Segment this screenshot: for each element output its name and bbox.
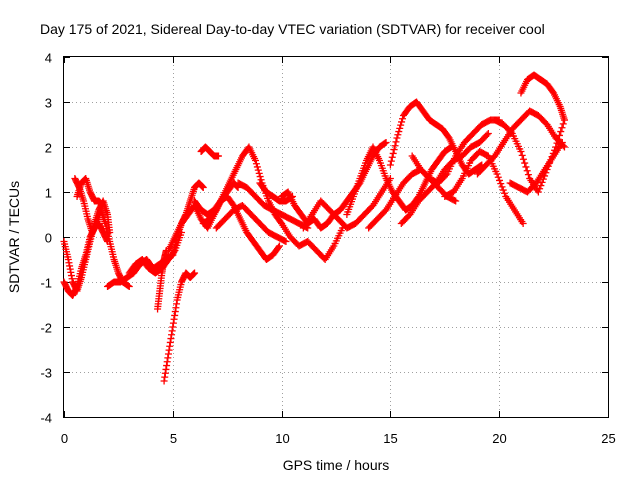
data-point bbox=[493, 170, 501, 178]
data-series-track-26 bbox=[473, 107, 568, 178]
x-tick-label: 15 bbox=[383, 431, 397, 446]
data-point bbox=[255, 169, 263, 177]
data-point bbox=[523, 167, 531, 175]
data-point bbox=[391, 142, 399, 150]
data-point bbox=[282, 238, 290, 245]
data-point bbox=[536, 185, 544, 193]
data-series-track-13 bbox=[191, 193, 283, 263]
data-point bbox=[399, 115, 407, 123]
data-point bbox=[522, 163, 530, 171]
data-point bbox=[524, 171, 532, 179]
data-point bbox=[395, 128, 403, 136]
y-tick-label: -4 bbox=[40, 411, 52, 426]
y-axis-label: SDTVAR / TECUs bbox=[6, 181, 22, 293]
x-tick-label: 0 bbox=[61, 431, 68, 446]
y-tick-label: -2 bbox=[40, 321, 52, 336]
data-series-track-25 bbox=[441, 148, 527, 227]
x-tick-label: 10 bbox=[275, 431, 289, 446]
data-point bbox=[275, 242, 283, 250]
x-axis-label: GPS time / hours bbox=[283, 457, 390, 473]
data-point bbox=[517, 148, 525, 155]
data-point bbox=[125, 283, 133, 290]
chart-title: Day 175 of 2021, Sidereal Day-to-day VTE… bbox=[40, 21, 545, 37]
data-series-track-11 bbox=[197, 143, 222, 160]
data-point bbox=[494, 173, 502, 181]
y-tick-label: 4 bbox=[45, 51, 52, 66]
data-series-track-17 bbox=[278, 220, 347, 263]
data-point bbox=[499, 186, 507, 194]
data-point bbox=[558, 139, 566, 146]
data-point bbox=[382, 139, 390, 146]
data-point bbox=[519, 155, 527, 163]
data-series-track-24 bbox=[408, 116, 503, 187]
data-point bbox=[496, 176, 504, 184]
data-point bbox=[388, 153, 396, 161]
data-point bbox=[396, 124, 404, 132]
data-series-track-8 bbox=[160, 269, 199, 385]
data-point bbox=[519, 220, 527, 227]
data-point bbox=[199, 184, 207, 191]
data-point bbox=[389, 149, 397, 157]
y-tick-label: -1 bbox=[40, 276, 52, 291]
data-point bbox=[99, 202, 107, 209]
data-point bbox=[538, 178, 546, 186]
data-series-track-7 bbox=[154, 247, 170, 313]
data-point bbox=[387, 157, 395, 165]
data-point bbox=[386, 161, 394, 169]
data-point bbox=[556, 131, 564, 139]
y-tick-label: 2 bbox=[45, 141, 52, 156]
data-point bbox=[521, 159, 529, 167]
plot-frame bbox=[63, 56, 609, 418]
y-tick-label: 1 bbox=[45, 186, 52, 201]
x-tick-label: 25 bbox=[601, 431, 615, 446]
data-point bbox=[214, 152, 222, 160]
data-point bbox=[557, 128, 565, 136]
data-series-track-4 bbox=[73, 175, 107, 209]
data-point bbox=[256, 173, 264, 181]
data-point bbox=[534, 188, 542, 196]
data-point bbox=[252, 160, 260, 168]
y-tick-label: 3 bbox=[45, 96, 52, 111]
y-tick-label: 0 bbox=[45, 231, 52, 246]
data-point bbox=[392, 138, 400, 146]
data-point bbox=[251, 157, 259, 164]
data-point bbox=[253, 163, 261, 171]
data-point bbox=[394, 131, 402, 139]
data-point bbox=[254, 166, 262, 174]
data-point bbox=[398, 118, 406, 126]
y-tick-label: -3 bbox=[40, 366, 52, 381]
data-point bbox=[274, 243, 282, 251]
data-series-track-14 bbox=[212, 202, 290, 245]
data-point bbox=[518, 151, 526, 159]
data-point bbox=[442, 171, 450, 179]
data-point bbox=[498, 183, 506, 191]
data-point bbox=[483, 131, 491, 139]
data-series-track-15 bbox=[234, 179, 312, 232]
axis-ticks: 0 5 10 15 20 25 -4 -3 -2 -1 0 1 2 3 4 bbox=[40, 51, 615, 447]
data-point bbox=[560, 116, 568, 124]
data-series-track-29 bbox=[517, 71, 568, 124]
data-points bbox=[60, 71, 568, 385]
data-point bbox=[452, 197, 460, 205]
x-tick-label: 5 bbox=[170, 431, 177, 446]
data-point bbox=[484, 130, 492, 137]
data-series-track-27 bbox=[491, 116, 568, 196]
data-point bbox=[537, 182, 545, 190]
data-point bbox=[507, 128, 515, 136]
data-point bbox=[393, 134, 401, 142]
data-point bbox=[397, 121, 405, 129]
data-point bbox=[500, 189, 508, 197]
x-tick-label: 20 bbox=[492, 431, 506, 446]
data-point bbox=[390, 146, 398, 154]
data-point bbox=[558, 124, 566, 132]
data-point bbox=[497, 180, 505, 188]
data-series-track-28 bbox=[506, 139, 566, 196]
data-point bbox=[554, 135, 562, 143]
data-point bbox=[191, 269, 199, 277]
data-series-track-19 bbox=[299, 175, 394, 232]
